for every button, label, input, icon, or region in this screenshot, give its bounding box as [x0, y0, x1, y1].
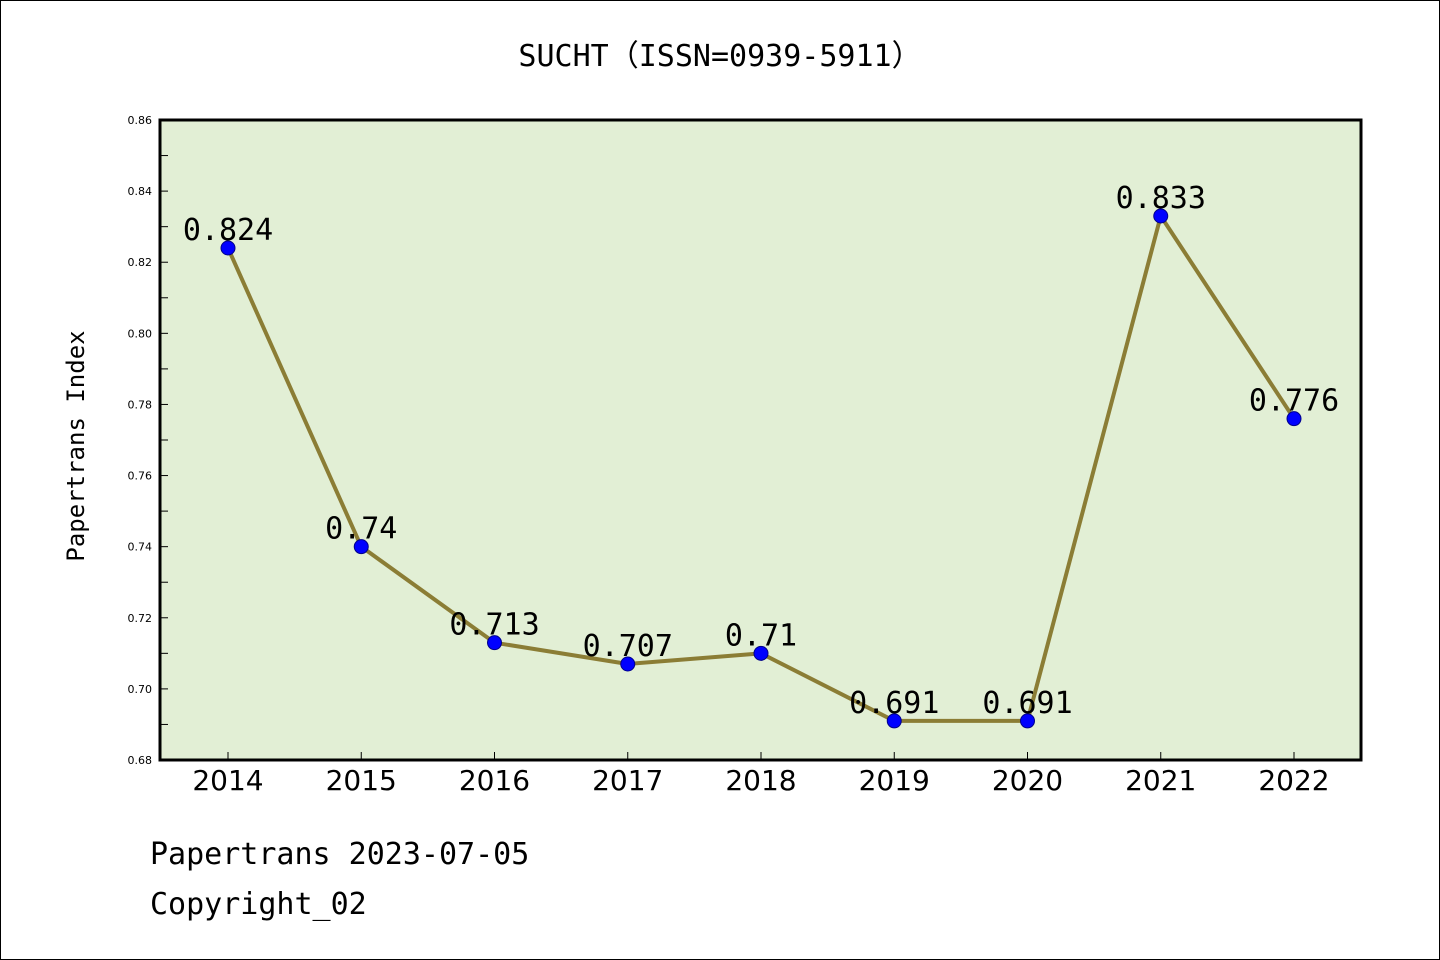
plot-area: [158, 118, 1363, 762]
data-label: 0.824: [183, 213, 273, 248]
data-point: [487, 635, 502, 651]
y-axis-ticks: 0.68 0.70 0.72 0.74 0.76 0.78 0.80 0.82 0.84 0.86: [128, 114, 168, 767]
y-tick-label: 0.74: [128, 541, 153, 554]
data-point: [620, 656, 636, 672]
data-label: 0.833: [1116, 181, 1206, 216]
data-point: [353, 539, 369, 555]
data-label: 0.707: [583, 629, 673, 664]
y-tick-label: 0.76: [128, 470, 153, 483]
data-point: [220, 240, 236, 256]
data-label: 0.776: [1249, 384, 1339, 419]
x-tick-label: 2015: [326, 764, 397, 797]
x-tick-label: 2020: [992, 764, 1063, 797]
y-tick-label: 0.78: [128, 398, 153, 411]
data-point: [886, 713, 902, 729]
footer-date: Papertrans 2023-07-05: [150, 837, 529, 872]
x-tick-label: 2021: [1125, 764, 1196, 797]
data-point: [753, 645, 769, 661]
data-label: 0.74: [325, 512, 397, 547]
y-tick-label: 0.82: [128, 256, 153, 269]
y-tick-label: 0.68: [128, 754, 153, 767]
footer-copyright: Copyright_02: [150, 887, 367, 922]
y-tick-label: 0.72: [128, 612, 153, 625]
y-tick-label: 0.70: [128, 683, 153, 696]
y-tick-label: 0.86: [128, 114, 153, 127]
data-point: [1153, 208, 1169, 224]
data-label: 0.691: [982, 686, 1072, 721]
data-point: [1020, 713, 1035, 729]
data-label: 0.691: [849, 686, 939, 721]
x-tick-label: 2017: [592, 764, 663, 797]
data-label: 0.713: [449, 608, 539, 643]
x-tick-label: 2019: [859, 764, 930, 797]
x-tick-label: 2016: [459, 764, 530, 797]
data-point: [1286, 411, 1302, 427]
data-label: 0.71: [725, 618, 797, 653]
x-tick-label: 2014: [192, 764, 263, 797]
x-tick-label: 2018: [725, 764, 796, 797]
x-axis-ticks: 2014 2015 2016 2017 2018 2019 2020 2021 2022: [192, 752, 1330, 797]
chart-title: SUCHT（ISSN=0939-5911）: [518, 39, 921, 74]
y-tick-label: 0.84: [128, 185, 153, 198]
y-tick-label: 0.80: [128, 327, 153, 340]
x-tick-label: 2022: [1258, 764, 1329, 797]
series-layer: 0.824 0.74 0.713 0.707 0.71 0.691 0.691 0.833 0.…: [183, 181, 1339, 729]
y-axis-label: Papertrans Index: [62, 330, 90, 561]
